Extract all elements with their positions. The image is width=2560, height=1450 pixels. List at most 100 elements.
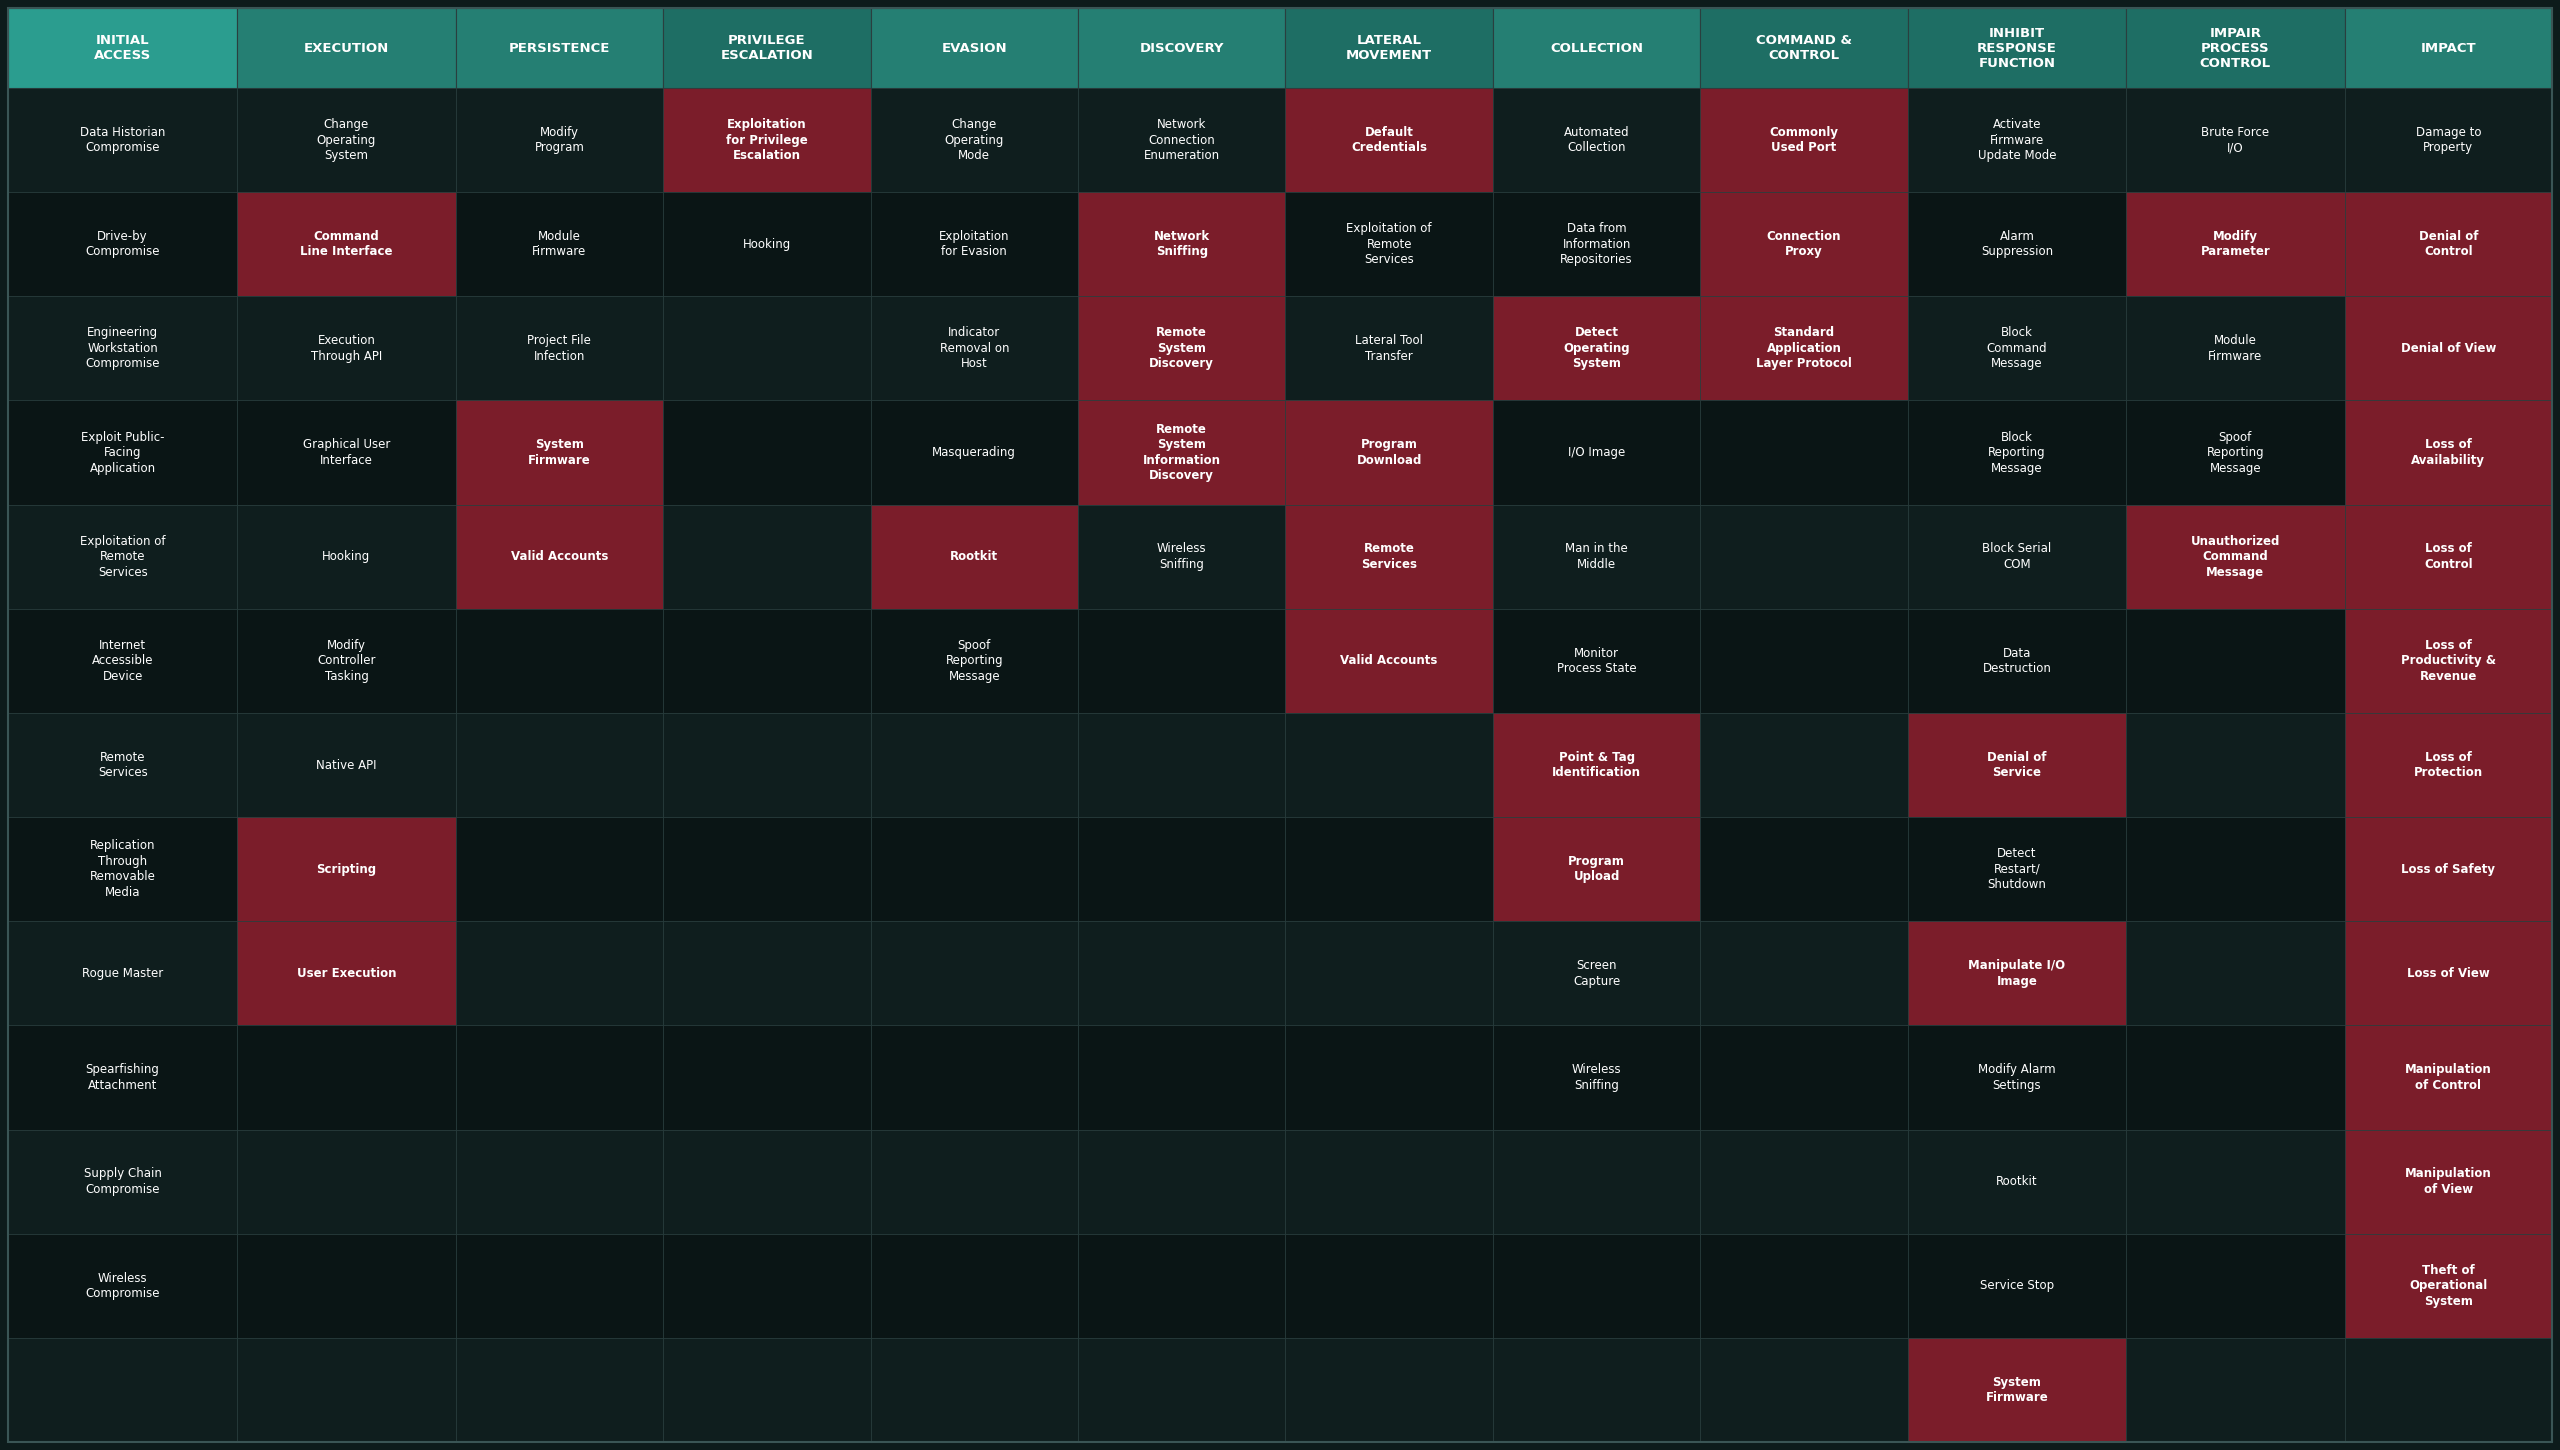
Text: Exploitation of
Remote
Services: Exploitation of Remote Services [79, 535, 166, 579]
Bar [2127, 818, 2345, 921]
Text: Native API: Native API [317, 758, 376, 771]
Bar [1700, 296, 1907, 400]
Bar [1078, 296, 1285, 400]
Bar [1492, 193, 1700, 296]
Bar [1700, 921, 1907, 1025]
Bar [663, 505, 870, 609]
Bar [663, 1130, 870, 1234]
Bar [2345, 88, 2552, 193]
Bar [456, 1130, 663, 1234]
Bar [1285, 921, 1492, 1025]
Bar [2345, 9, 2552, 88]
Bar [456, 921, 663, 1025]
Text: Block
Reporting
Message: Block Reporting Message [1989, 431, 2045, 474]
Bar [1492, 1338, 1700, 1441]
Bar [2345, 921, 2552, 1025]
Bar [1285, 296, 1492, 400]
Bar [1907, 921, 2127, 1025]
Text: Alarm
Suppression: Alarm Suppression [1981, 231, 2053, 258]
Bar [8, 1338, 238, 1441]
Bar [1078, 818, 1285, 921]
Text: Brute Force
I/O: Brute Force I/O [2202, 126, 2268, 154]
Bar [870, 400, 1078, 505]
Bar [456, 1025, 663, 1130]
Bar [1285, 400, 1492, 505]
Bar [2127, 505, 2345, 609]
Text: Module
Firmware: Module Firmware [2209, 334, 2263, 362]
Text: System
Firmware: System Firmware [1987, 1376, 2048, 1404]
Bar [238, 400, 456, 505]
Text: LATERAL
MOVEMENT: LATERAL MOVEMENT [1347, 33, 1431, 62]
Bar [456, 609, 663, 713]
Bar [1907, 400, 2127, 505]
Text: Data
Destruction: Data Destruction [1981, 647, 2051, 676]
Bar [663, 1025, 870, 1130]
Bar [8, 88, 238, 193]
Bar [2345, 296, 2552, 400]
Text: Change
Operating
System: Change Operating System [317, 117, 376, 162]
Bar [8, 505, 238, 609]
Text: Spearfishing
Attachment: Spearfishing Attachment [84, 1063, 159, 1092]
Text: Scripting: Scripting [317, 863, 376, 876]
Bar [238, 505, 456, 609]
Text: IMPAIR
PROCESS
CONTROL: IMPAIR PROCESS CONTROL [2199, 26, 2271, 70]
Text: Modify
Controller
Tasking: Modify Controller Tasking [317, 639, 376, 683]
Text: Modify Alarm
Settings: Modify Alarm Settings [1979, 1063, 2056, 1092]
Bar [1907, 193, 2127, 296]
Text: Modify
Program: Modify Program [535, 126, 584, 154]
Bar [1492, 609, 1700, 713]
Bar [238, 1234, 456, 1338]
Text: Service Stop: Service Stop [1979, 1279, 2053, 1292]
Text: Exploitation of
Remote
Services: Exploitation of Remote Services [1347, 222, 1431, 267]
Bar [1907, 609, 2127, 713]
Bar [1285, 1130, 1492, 1234]
Text: Denial of
Service: Denial of Service [1987, 751, 2048, 779]
Text: PRIVILEGE
ESCALATION: PRIVILEGE ESCALATION [719, 33, 814, 62]
Text: Loss of
Control: Loss of Control [2424, 542, 2473, 571]
Text: System
Firmware: System Firmware [527, 438, 591, 467]
Bar [870, 1338, 1078, 1441]
Text: Wireless
Compromise: Wireless Compromise [84, 1272, 159, 1301]
Bar [870, 9, 1078, 88]
Bar [1285, 193, 1492, 296]
Text: Exploit Public-
Facing
Application: Exploit Public- Facing Application [82, 431, 164, 474]
Bar [2345, 818, 2552, 921]
Bar [1907, 818, 2127, 921]
Bar [663, 921, 870, 1025]
Bar [870, 1025, 1078, 1130]
Text: Denial of View: Denial of View [2401, 342, 2496, 355]
Text: Automated
Collection: Automated Collection [1564, 126, 1631, 154]
Bar [2345, 400, 2552, 505]
Bar [2345, 505, 2552, 609]
Text: Engineering
Workstation
Compromise: Engineering Workstation Compromise [84, 326, 159, 370]
Text: Hooking: Hooking [742, 238, 791, 251]
Bar [8, 818, 238, 921]
Text: Loss of
Productivity &
Revenue: Loss of Productivity & Revenue [2401, 639, 2496, 683]
Bar [870, 921, 1078, 1025]
Bar [1285, 88, 1492, 193]
Text: Valid Accounts: Valid Accounts [509, 550, 609, 563]
Bar [8, 1025, 238, 1130]
Bar [1700, 609, 1907, 713]
Bar [2345, 609, 2552, 713]
Bar [8, 1234, 238, 1338]
Bar [2127, 1130, 2345, 1234]
Bar [1285, 1338, 1492, 1441]
Bar [1078, 1234, 1285, 1338]
Bar [238, 1338, 456, 1441]
Bar [2345, 1338, 2552, 1441]
Text: Exploitation
for Privilege
Escalation: Exploitation for Privilege Escalation [727, 117, 809, 162]
Bar [1492, 713, 1700, 818]
Bar [1700, 505, 1907, 609]
Bar [456, 713, 663, 818]
Text: DISCOVERY: DISCOVERY [1139, 42, 1224, 55]
Text: Commonly
Used Port: Commonly Used Port [1769, 126, 1838, 154]
Bar [1285, 1025, 1492, 1130]
Bar [1907, 9, 2127, 88]
Bar [870, 609, 1078, 713]
Text: Supply Chain
Compromise: Supply Chain Compromise [84, 1167, 161, 1196]
Text: Screen
Capture: Screen Capture [1572, 958, 1620, 987]
Bar [2345, 713, 2552, 818]
Bar [2127, 1338, 2345, 1441]
Bar [2127, 921, 2345, 1025]
